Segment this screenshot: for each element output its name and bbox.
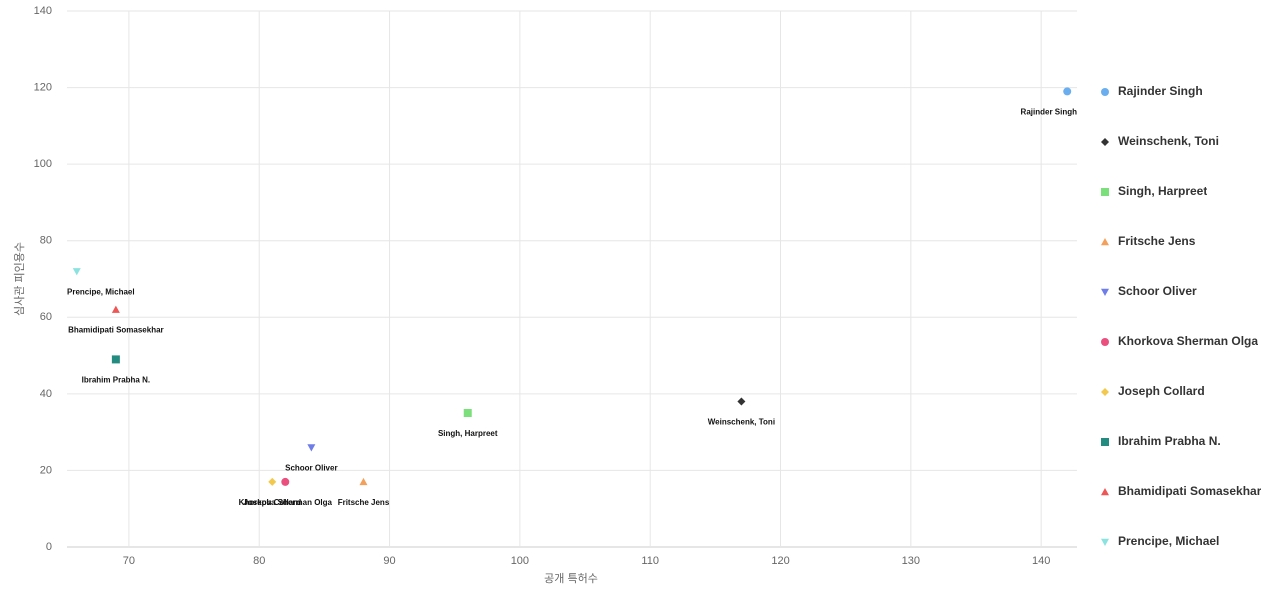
y-tick-label: 0 [46,541,52,553]
point [111,355,120,364]
x-tick-label: 120 [771,555,789,567]
point [268,477,277,486]
data-label: Singh, Harpreet [438,429,498,438]
data-label: Bhamidipati Somasekhar [68,326,164,335]
y-axis-label: 심사관 피인용수 [13,242,26,316]
point [307,444,316,452]
x-tick-label: 130 [902,555,920,567]
y-tick-label: 80 [40,235,52,247]
legend-symbol [1101,488,1109,496]
legend-marker [1101,138,1109,146]
legend-label: Bhamidipati Somasekhar [1118,484,1262,498]
legend-label: Schoor Oliver [1118,284,1197,298]
point [111,305,120,313]
legend-item[interactable]: Bhamidipati Somasekhar [1098,480,1268,530]
y-tick-label: 100 [34,158,52,170]
x-axis-label: 공개 특허수 [544,572,598,585]
legend-symbol [1101,138,1109,146]
legend-symbol [1101,238,1109,246]
legend-label: Ibrahim Prabha N. [1118,434,1221,448]
point [281,477,290,486]
legend-label: Weinschenk, Toni [1118,134,1219,148]
y-tick-label: 60 [40,311,52,323]
legend-symbol [1101,538,1109,546]
x-tick-label: 90 [383,555,395,567]
legend-item[interactable]: Rajinder Singh [1098,80,1268,130]
legend-marker [1101,538,1109,546]
legend-item[interactable]: Weinschenk, Toni [1098,130,1268,180]
point [463,409,472,417]
x-tick-label: 80 [253,555,265,567]
legend-symbol [1101,438,1109,446]
legend-symbol [1101,288,1109,296]
x-tick-label: 70 [123,555,135,567]
data-label: Fritsche Jens [338,498,390,507]
legend-label: Joseph Collard [1118,384,1205,398]
x-tick-label: 100 [511,555,529,567]
legend-marker [1101,338,1109,346]
legend-label: Prencipe, Michael [1118,534,1220,548]
data-label: Weinschenk, Toni [708,418,775,427]
data-label: Prencipe, Michael [67,287,135,296]
legend-item[interactable]: Fritsche Jens [1098,230,1268,280]
legend-symbol [1101,88,1109,96]
x-tick-label: 110 [641,555,659,567]
legend-marker [1101,288,1109,296]
legend: Rajinder Singh Weinschenk, Toni Singh, Har… [1098,80,1268,580]
point [1063,87,1072,96]
legend-item[interactable]: Khorkova Sherman Olga [1098,330,1268,380]
legend-label: Fritsche Jens [1118,234,1196,248]
legend-marker [1101,238,1109,246]
legend-item[interactable]: Singh, Harpreet [1098,180,1268,230]
legend-label: Rajinder Singh [1118,84,1203,98]
point [72,268,81,276]
legend-marker [1101,488,1109,496]
point [737,397,746,406]
legend-item[interactable]: Ibrahim Prabha N. [1098,430,1268,480]
point [359,477,368,486]
data-label: Schoor Oliver [285,464,337,473]
legend-label: Khorkova Sherman Olga [1118,334,1259,348]
data-label: Ibrahim Prabha N. [82,376,150,385]
data-label: Rajinder Singh [1021,108,1078,117]
legend-item[interactable]: Prencipe, Michael [1098,530,1268,580]
legend-marker [1101,438,1109,446]
legend-symbol [1101,338,1109,346]
y-tick-label: 40 [40,388,52,400]
data-label: Khorkova Sherman Olga [239,498,333,507]
legend-label: Singh, Harpreet [1118,184,1208,198]
legend-marker [1101,88,1109,96]
legend-item[interactable]: Joseph Collard [1098,380,1268,430]
data-label: Joseph Collard [243,498,301,507]
legend-item[interactable]: Schoor Oliver [1098,280,1268,330]
legend-symbol [1101,388,1109,396]
y-tick-label: 140 [34,5,52,17]
legend-marker [1101,388,1109,396]
y-tick-label: 20 [40,464,52,476]
y-tick-label: 120 [34,81,52,93]
legend-symbol [1101,188,1109,196]
legend-marker [1101,188,1109,196]
x-tick-label: 140 [1032,555,1050,567]
